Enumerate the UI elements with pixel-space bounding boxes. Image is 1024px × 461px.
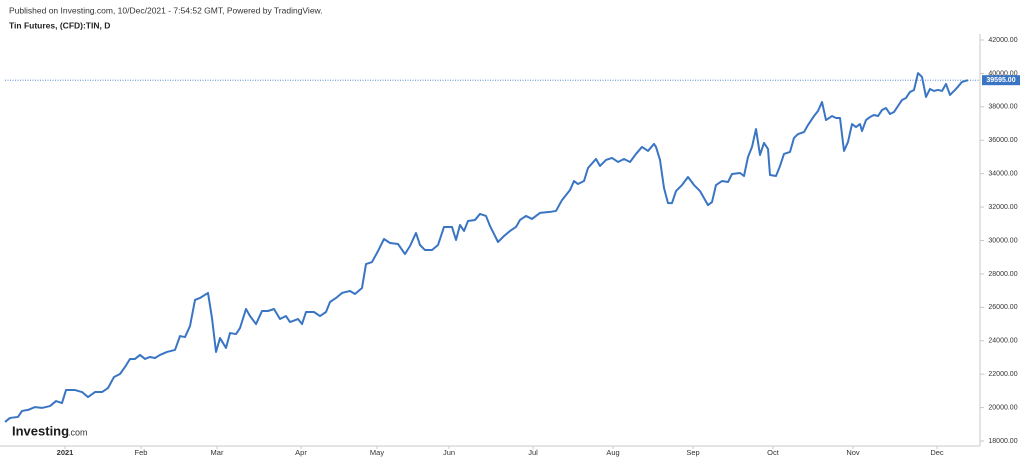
- y-tick-label: 32000.00: [988, 204, 1017, 211]
- logo-suffix: .com: [68, 427, 88, 437]
- price-line: [4, 72, 969, 423]
- x-tick-label: Feb: [135, 448, 148, 457]
- published-note: Published on Investing.com, 10/Dec/2021 …: [9, 5, 323, 15]
- y-tick-label: 40000.00: [988, 70, 1017, 77]
- y-tick-label: 42000.00: [988, 37, 1017, 44]
- x-tick-label: Apr: [295, 448, 307, 457]
- x-tick-label: May: [370, 448, 384, 457]
- logo-brand: Investing: [12, 423, 69, 438]
- x-tick-label: Aug: [606, 448, 619, 457]
- last-price-box: [982, 75, 1020, 86]
- y-tick-label: 30000.00: [988, 237, 1017, 244]
- x-tick-label: Sep: [686, 448, 699, 457]
- y-tick-label: 26000.00: [988, 304, 1017, 311]
- x-tick-label: Dec: [930, 448, 944, 457]
- y-tick-label: 36000.00: [988, 137, 1017, 144]
- y-tick-label: 22000.00: [988, 371, 1017, 378]
- x-tick-label: Mar: [211, 448, 224, 457]
- y-tick-label: 18000.00: [988, 438, 1017, 445]
- symbol-title: Tin Futures, (CFD):TIN, D: [9, 20, 110, 30]
- y-tick-label: 20000.00: [988, 404, 1017, 411]
- y-tick-label: 38000.00: [988, 104, 1017, 111]
- x-tick-label: Jul: [528, 448, 538, 457]
- y-tick-label: 34000.00: [988, 171, 1017, 178]
- x-tick-label: 2021: [57, 448, 74, 457]
- last-price-label: 39595.00: [986, 77, 1015, 84]
- x-tick-label: Jun: [443, 448, 455, 457]
- y-tick-label: 28000.00: [988, 271, 1017, 278]
- y-tick-label: 24000.00: [988, 338, 1017, 345]
- x-tick-label: Oct: [767, 448, 780, 457]
- x-tick-label: Nov: [846, 448, 860, 457]
